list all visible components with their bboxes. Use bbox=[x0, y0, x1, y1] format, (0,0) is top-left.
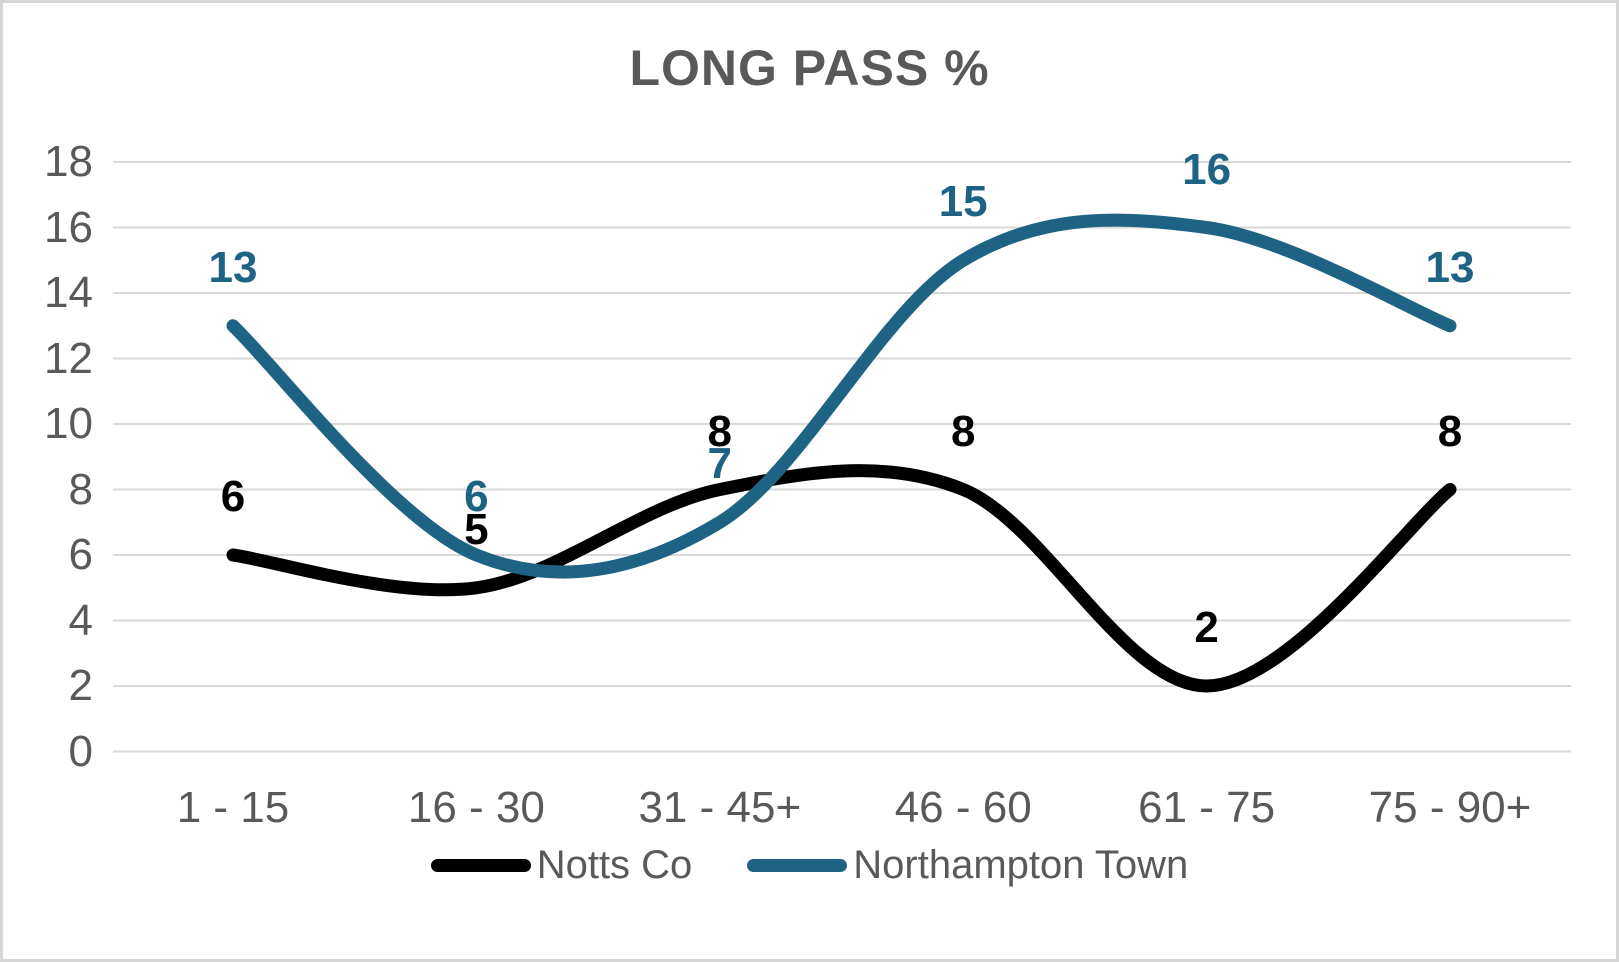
legend: Notts Co Northampton Town bbox=[3, 843, 1616, 888]
y-tick-label-8: 8 bbox=[68, 464, 93, 514]
y-tick-label-6: 6 bbox=[68, 530, 93, 579]
data-label-northampton-town-4: 15 bbox=[938, 177, 988, 227]
x-tick-label-6: 75 - 90+ bbox=[1368, 783, 1532, 832]
data-label-notts-co-2: 5 bbox=[464, 504, 489, 554]
y-tick-label-12: 12 bbox=[44, 333, 93, 383]
y-tick-label-18: 18 bbox=[44, 137, 93, 186]
x-tick-label-3: 31 - 45+ bbox=[638, 783, 802, 832]
data-label-notts-co-5: 2 bbox=[1194, 603, 1219, 652]
legend-label: Northampton Town bbox=[853, 843, 1189, 887]
data-label-northampton-town-3: 7 bbox=[707, 439, 733, 489]
x-tick-label-5: 61 - 75 bbox=[1138, 783, 1276, 832]
plot-area bbox=[113, 161, 1571, 753]
y-tick-label-4: 4 bbox=[68, 595, 93, 645]
data-label-northampton-town-6: 13 bbox=[1425, 242, 1475, 292]
data-label-northampton-town-1: 13 bbox=[208, 242, 258, 292]
data-label-northampton-town-5: 16 bbox=[1182, 144, 1232, 194]
legend-item-notts-co: Notts Co bbox=[430, 843, 693, 888]
legend-line-swatch-icon bbox=[430, 859, 531, 872]
legend-item-northampton-town: Northampton Town bbox=[747, 843, 1188, 888]
y-tick-label-10: 10 bbox=[44, 399, 93, 448]
gridlines bbox=[113, 161, 1571, 753]
x-tick-label-1: 1 - 15 bbox=[176, 783, 290, 832]
chart-title: LONG PASS % bbox=[629, 40, 990, 96]
data-label-notts-co-3: 8 bbox=[707, 406, 733, 456]
x-tick-label-2: 16 - 30 bbox=[407, 783, 545, 832]
y-tick-label-0: 0 bbox=[68, 726, 93, 776]
y-tick-label-14: 14 bbox=[44, 268, 93, 317]
series-line-northampton-town bbox=[226, 213, 1457, 579]
data-label-northampton-town-2: 6 bbox=[464, 472, 489, 521]
series-lines bbox=[226, 213, 1457, 693]
x-tick-label-4: 46 - 60 bbox=[894, 783, 1032, 832]
data-label-notts-co-1: 6 bbox=[220, 472, 246, 521]
legend-line-swatch-icon bbox=[747, 859, 848, 872]
legend-label: Notts Co bbox=[536, 843, 693, 887]
series-line-notts-co bbox=[226, 464, 1457, 693]
y-tick-label-2: 2 bbox=[68, 661, 93, 710]
data-label-notts-co-4: 8 bbox=[950, 406, 976, 456]
y-tick-label-16: 16 bbox=[44, 202, 93, 252]
data-label-notts-co-6: 8 bbox=[1437, 406, 1463, 456]
